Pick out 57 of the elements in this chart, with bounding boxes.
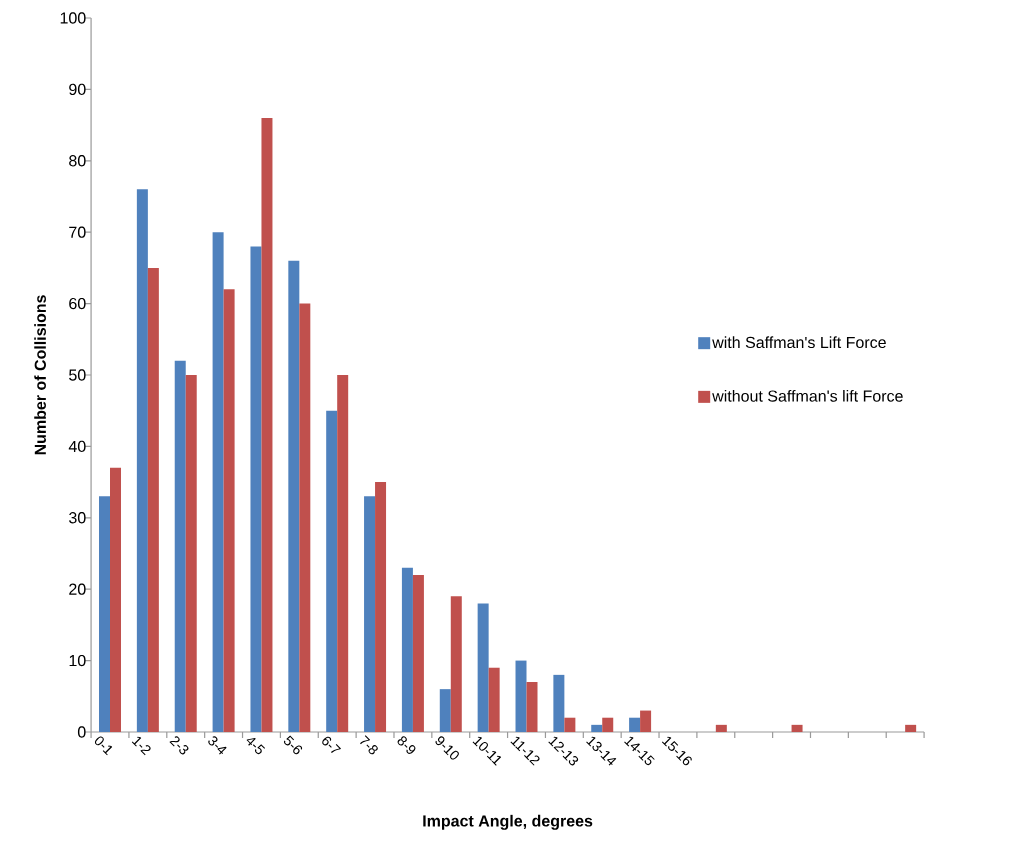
x-tick-label: 5-6 (283, 735, 303, 755)
bar (136, 189, 148, 732)
y-tick-label: 100 (60, 12, 86, 24)
x-tick-label: 3-4 (208, 736, 227, 755)
x-tick-label: 7-8 (360, 735, 378, 755)
x-tick-label: 1-2 (131, 736, 151, 756)
legend-label: with Saffman's Lift Force (712, 336, 886, 349)
bar (147, 267, 159, 732)
bar (337, 374, 349, 732)
bar (791, 724, 803, 732)
bar (174, 360, 186, 732)
bar (526, 682, 538, 732)
bar (553, 674, 565, 732)
bar (288, 260, 300, 732)
bar (488, 667, 500, 732)
bar (185, 374, 197, 732)
y-tick-label: 0 (77, 726, 86, 738)
bar (99, 496, 111, 732)
x-tick-label: 0-1 (94, 736, 113, 756)
x-tick-label: 4-5 (246, 737, 266, 755)
bar (439, 689, 451, 732)
bar (515, 660, 527, 732)
bar (110, 467, 122, 732)
bar (591, 724, 603, 732)
bar (412, 574, 424, 732)
x-tick-label: 8-9 (397, 736, 416, 754)
y-tick-label: 30 (69, 512, 86, 524)
bar (450, 596, 462, 732)
bar (401, 567, 413, 732)
bar (212, 232, 224, 732)
bar (250, 246, 262, 732)
y-tick-label: 40 (68, 440, 86, 453)
bar (602, 717, 614, 732)
y-tick-label: 20 (69, 583, 86, 595)
y-tick-label: 50 (69, 369, 86, 381)
bar (375, 482, 387, 732)
bar (905, 724, 917, 732)
y-tick-label: 70 (69, 226, 86, 238)
bar (223, 289, 235, 732)
x-axis-title: Impact Angle, degrees (423, 814, 593, 830)
x-tick-label: 2-3 (169, 736, 189, 755)
y-tick-label: 80 (69, 155, 86, 167)
y-tick-label: 90 (69, 83, 86, 96)
legend-label: without Saffman's lift Force (712, 390, 903, 402)
bar (477, 603, 489, 732)
y-axis-title: Number of Collisions (34, 295, 46, 455)
y-tick-label: 10 (69, 654, 86, 667)
bar (715, 724, 727, 732)
bar (629, 717, 641, 732)
bar (564, 717, 576, 732)
y-tick-label: 60 (69, 297, 86, 310)
bar (299, 303, 311, 732)
bar (261, 117, 273, 732)
bar (364, 496, 376, 732)
x-tick-label: 6-7 (322, 736, 341, 754)
bar (640, 710, 652, 732)
bar (326, 410, 338, 732)
